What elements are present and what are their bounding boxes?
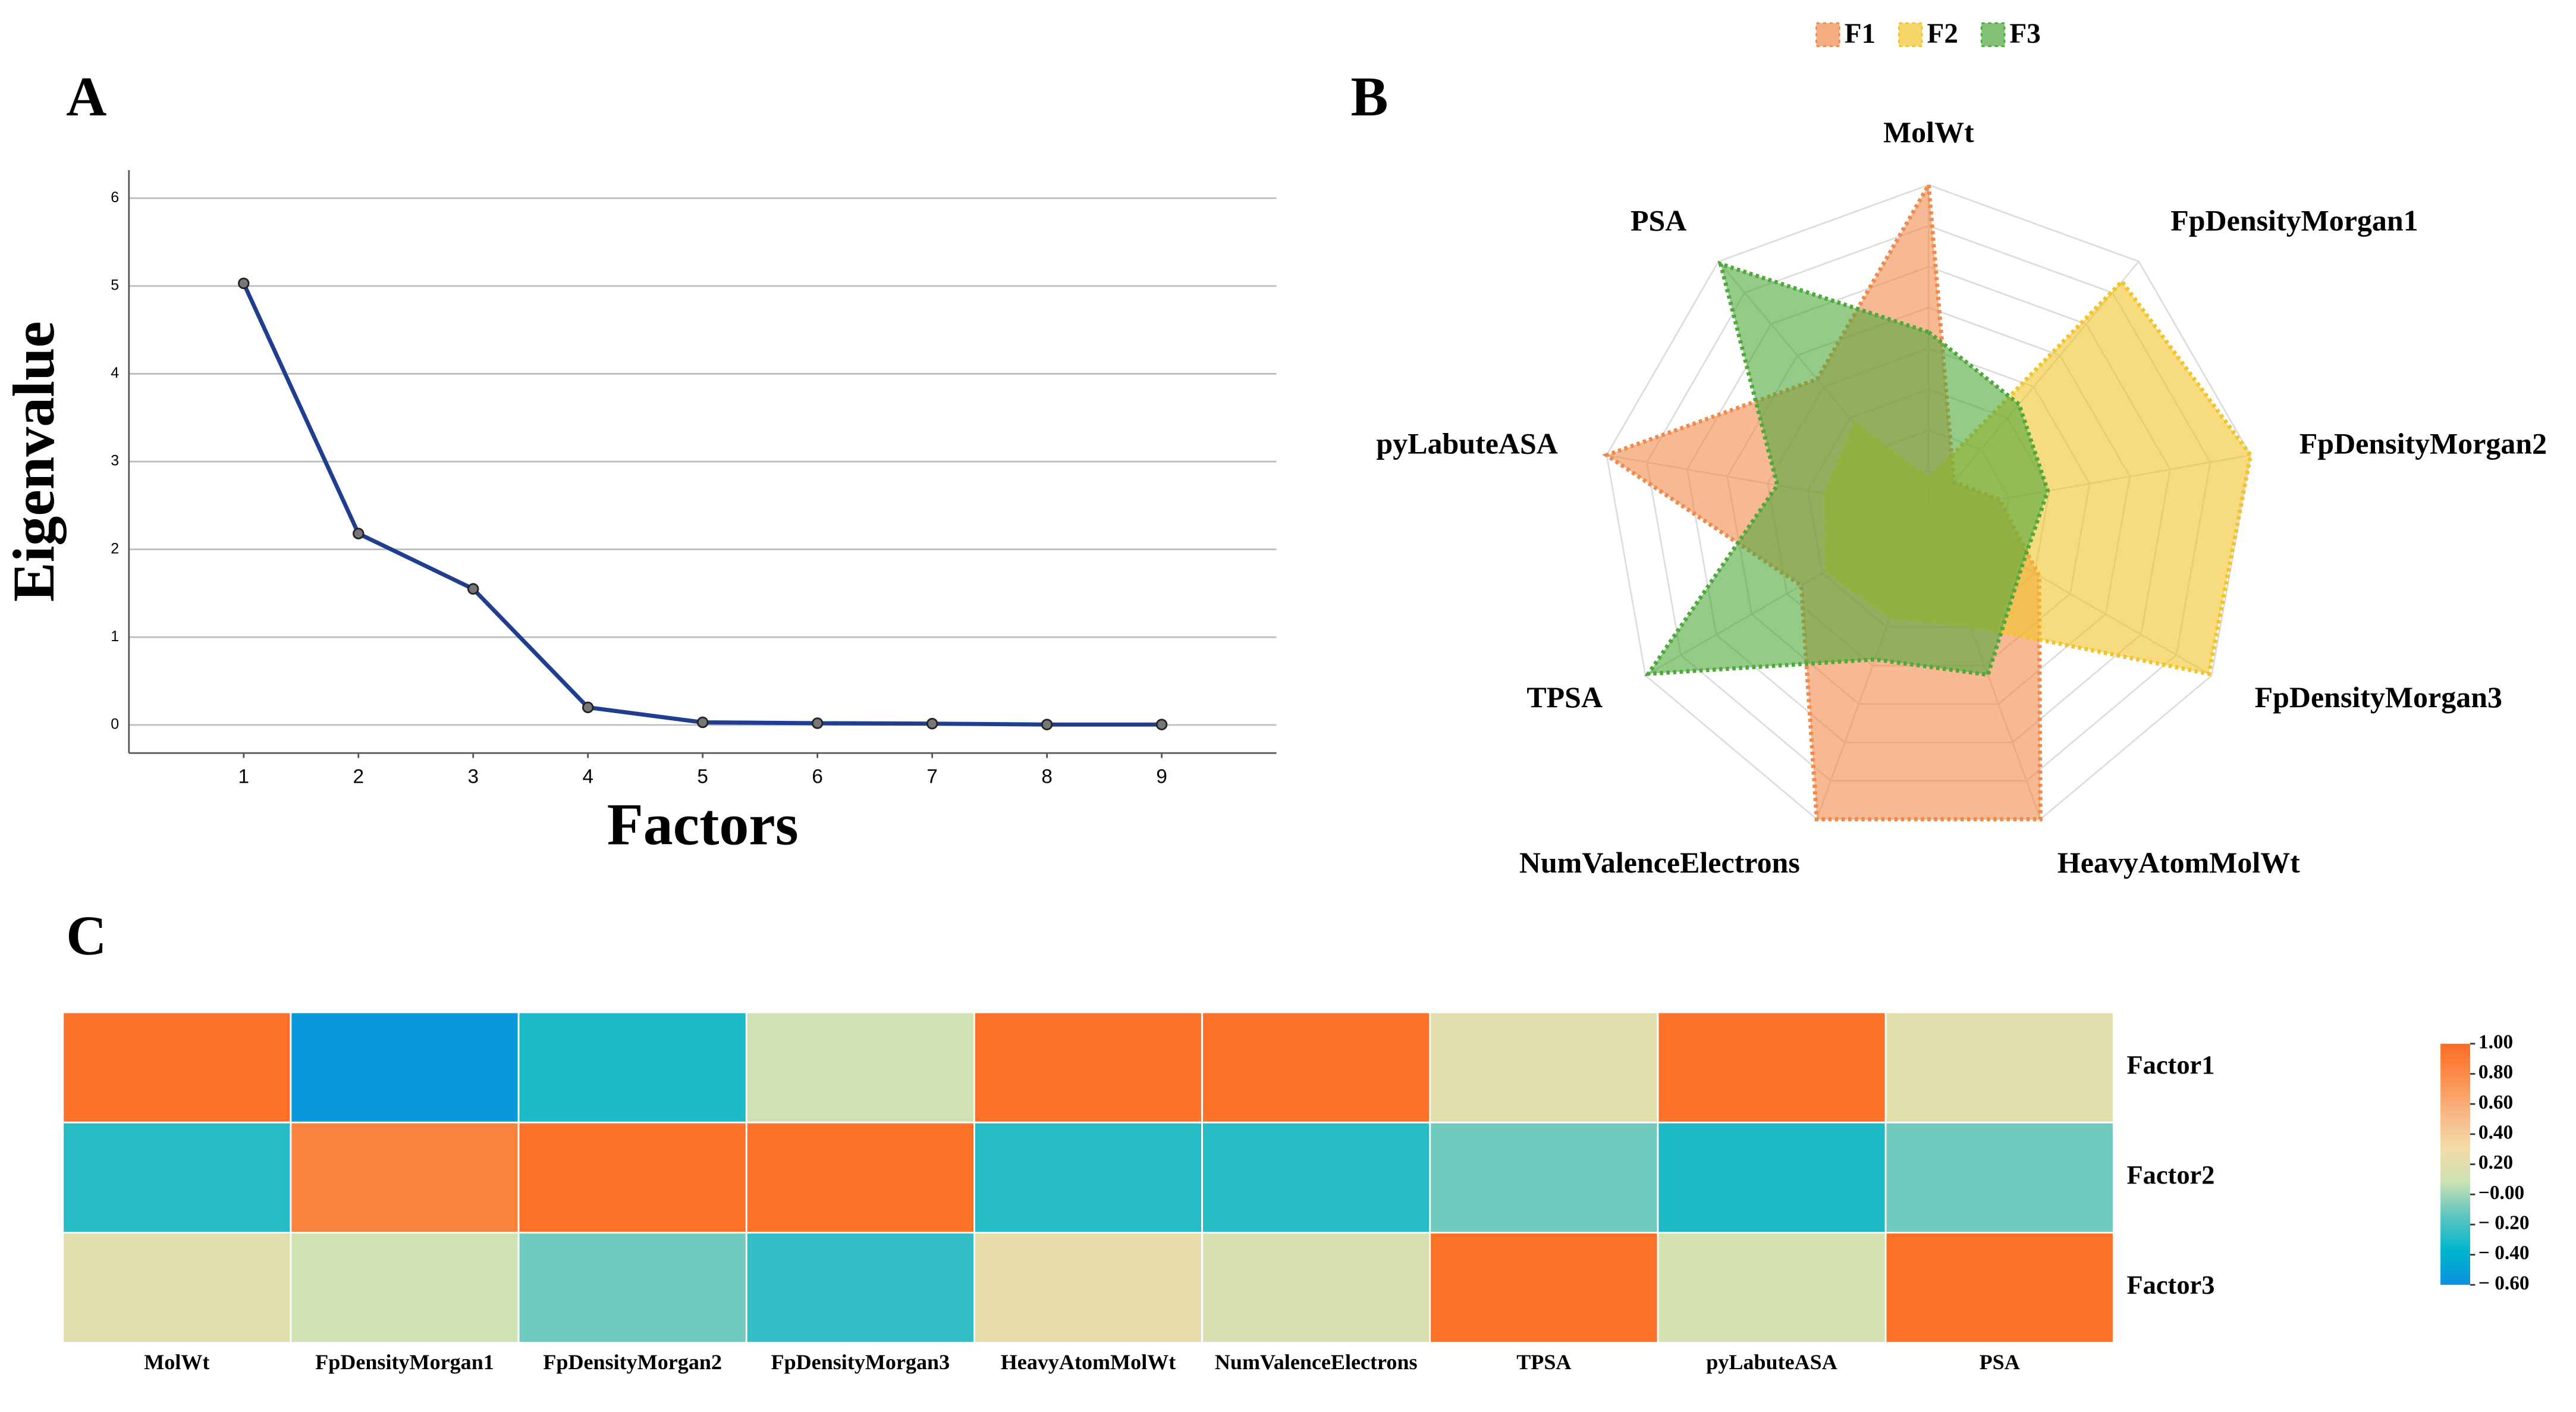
y-tick-label: 3 — [111, 453, 119, 469]
colorbar-tick-label: 0.20 — [2478, 1151, 2513, 1173]
y-tick-label: 4 — [111, 365, 119, 381]
y-tick-label: 2 — [111, 540, 119, 557]
axis-label: FpDensityMorgan2 — [2299, 426, 2547, 460]
point — [1155, 718, 1168, 730]
column-label: FpDensityMorgan3 — [771, 1350, 950, 1374]
cell — [745, 1121, 975, 1234]
cell — [290, 1121, 520, 1234]
legend-swatch — [1898, 22, 1923, 48]
x-tick-label: 2 — [353, 766, 365, 788]
cell — [1201, 1232, 1431, 1344]
axis-label: pyLabuteASA — [1376, 426, 1557, 460]
legend-label: F1 — [1845, 18, 1876, 49]
colorbar-tick-label: 0.40 — [2478, 1121, 2513, 1143]
cell — [1201, 1011, 1431, 1124]
axis-label: FpDensityMorgan1 — [2170, 203, 2418, 237]
cell — [1201, 1121, 1431, 1234]
panel-label: C — [66, 905, 106, 967]
x-tick-label: 6 — [812, 766, 823, 788]
axis-label: TPSA — [1526, 680, 1603, 714]
axis-label: NumValenceElectrons — [1519, 846, 1800, 879]
y-axis-label: Eigenvalue — [1, 321, 67, 602]
point — [353, 528, 365, 539]
cell — [1657, 1232, 1887, 1344]
point — [238, 277, 250, 290]
y-tick-label: 1 — [111, 628, 119, 645]
radar-area — [1644, 261, 2050, 677]
cell — [1884, 1011, 2115, 1124]
colorbar — [2440, 1043, 2471, 1285]
y-tick-label: 5 — [111, 277, 119, 293]
colorbar-tick-label: 1.00 — [2478, 1031, 2513, 1053]
column-label: FpDensityMorgan2 — [543, 1350, 722, 1374]
cell — [1657, 1121, 1887, 1234]
cell — [973, 1121, 1204, 1234]
colorbar-tick-label: − 0.20 — [2478, 1212, 2530, 1234]
x-tick-label: 7 — [926, 766, 938, 788]
cell — [62, 1011, 292, 1124]
legend-swatch — [1815, 22, 1840, 48]
point — [1041, 718, 1053, 730]
axis-label: HeavyAtomMolWt — [2057, 846, 2300, 879]
legend-swatch — [1980, 22, 2006, 48]
colorbar-tick-label: 0.80 — [2478, 1061, 2513, 1083]
point — [582, 701, 594, 714]
cell — [1429, 1232, 1659, 1344]
cell — [62, 1232, 292, 1344]
column-label: pyLabuteASA — [1706, 1350, 1837, 1374]
legend-label: F3 — [2009, 18, 2040, 49]
axis-label: PSA — [1631, 203, 1686, 237]
x-tick-label: 9 — [1156, 766, 1167, 788]
cell — [290, 1011, 520, 1124]
panel-label: A — [66, 66, 106, 128]
cell — [1429, 1121, 1659, 1234]
x-axis-label: Factors — [607, 792, 799, 858]
point — [696, 716, 709, 729]
legend-label: F2 — [1927, 18, 1958, 49]
column-label: MolWt — [144, 1350, 209, 1374]
cell — [1657, 1011, 1887, 1124]
column-label: NumValenceElectrons — [1215, 1350, 1418, 1374]
colorbar-tick-label: −0.00 — [2478, 1182, 2524, 1204]
cell — [745, 1232, 975, 1344]
cell — [517, 1011, 747, 1124]
cell — [290, 1232, 520, 1344]
cell — [517, 1121, 747, 1234]
axis-label: FpDensityMorgan3 — [2255, 680, 2502, 714]
x-tick-label: 3 — [467, 766, 479, 788]
line — [241, 282, 1162, 727]
axis-label: MolWt — [1883, 115, 1974, 149]
colorbar-tick-label: − 0.40 — [2478, 1242, 2530, 1264]
point — [811, 717, 824, 729]
x-tick-label: 5 — [697, 766, 708, 788]
x-tick-label: 8 — [1041, 766, 1053, 788]
cell — [517, 1232, 747, 1344]
x-tick-label: 1 — [238, 766, 250, 788]
row-label: Factor1 — [2127, 1050, 2215, 1080]
y-tick-label: 6 — [111, 189, 119, 206]
column-label: FpDensityMorgan1 — [315, 1350, 494, 1374]
column-label: TPSA — [1516, 1350, 1571, 1374]
panel-label: B — [1351, 66, 1388, 128]
y-tick-label: 0 — [111, 716, 119, 732]
point — [926, 717, 938, 730]
cell — [973, 1232, 1204, 1344]
cell — [1429, 1011, 1659, 1124]
column-label: PSA — [1980, 1350, 2020, 1374]
row-label: Factor3 — [2127, 1270, 2215, 1300]
point — [467, 583, 479, 595]
column-label: HeavyAtomMolWt — [1001, 1350, 1176, 1374]
row-label: Factor2 — [2127, 1160, 2215, 1190]
x-tick-label: 4 — [582, 766, 593, 788]
colorbar-tick-label: 0.60 — [2478, 1091, 2513, 1113]
cell — [973, 1011, 1204, 1124]
cell — [745, 1011, 975, 1124]
cell — [62, 1121, 292, 1234]
colorbar-tick-label: − 0.60 — [2478, 1272, 2530, 1294]
cell — [1884, 1121, 2115, 1234]
cell — [1884, 1232, 2115, 1344]
